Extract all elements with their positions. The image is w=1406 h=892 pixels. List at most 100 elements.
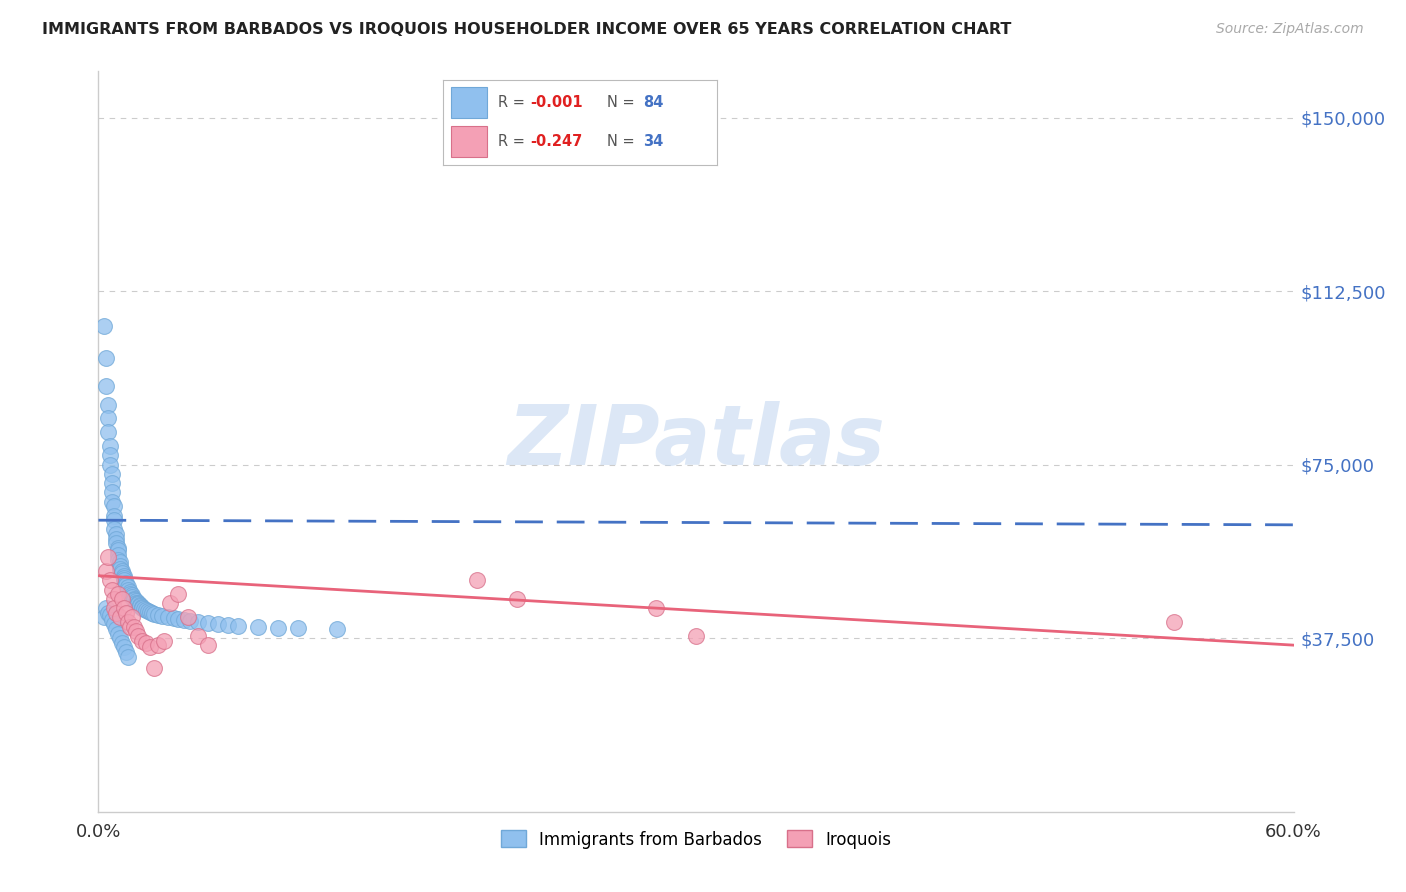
Point [107,587,129,601]
Point [167,612,190,626]
Point [97,425,120,440]
Point [207,616,229,631]
Point [187,615,209,629]
Point [98,439,122,453]
Point [124,619,146,633]
Point [645,601,668,615]
Point [111,564,134,578]
Point [97,411,120,425]
Point [124,591,146,606]
Bar [451,87,486,118]
Point [121,590,143,604]
Point [135,636,157,650]
Point [465,574,488,588]
Point [96,564,118,578]
Text: 34: 34 [643,134,664,149]
Point [103,508,125,523]
Point [98,449,122,463]
Point [226,618,249,632]
Point [115,606,138,620]
Point [150,609,173,624]
Point [110,555,132,569]
Point [131,600,153,615]
Text: N =: N = [607,134,640,149]
Point [107,543,129,558]
Point [267,621,290,635]
Point [134,602,156,616]
Point [153,633,176,648]
Point [112,568,135,582]
Point [103,513,125,527]
Point [120,619,142,633]
Point [112,571,135,585]
Point [117,615,139,629]
Text: ZIPatlas: ZIPatlas [508,401,884,482]
Point [157,610,180,624]
Point [187,629,209,643]
Point [136,604,159,618]
Point [98,574,122,588]
Point [127,629,149,643]
Point [217,617,239,632]
Bar [451,126,486,157]
Point [110,631,132,645]
Point [101,476,124,491]
Point [143,607,166,621]
Point [105,606,128,620]
Point [685,629,707,643]
Point [107,552,129,566]
Point [111,591,134,606]
Point [105,536,128,550]
Point [111,566,134,581]
Point [139,640,162,655]
Point [105,527,128,541]
Point [197,615,219,630]
Point [163,611,186,625]
Point [125,596,148,610]
Text: -0.001: -0.001 [530,95,583,110]
Point [115,578,138,592]
Point [110,559,132,574]
Point [121,588,143,602]
Point [506,591,529,606]
Point [120,587,142,601]
Point [93,318,115,333]
Point [139,605,162,619]
Text: -0.247: -0.247 [530,134,583,149]
Text: IMMIGRANTS FROM BARBADOS VS IROQUOIS HOUSEHOLDER INCOME OVER 65 YEARS CORRELATIO: IMMIGRANTS FROM BARBADOS VS IROQUOIS HOU… [42,22,1011,37]
Point [167,587,190,601]
Point [125,594,148,608]
Point [98,608,122,623]
Point [101,485,124,500]
Point [111,636,134,650]
Point [135,603,157,617]
Point [96,351,118,366]
Point [129,599,152,614]
Text: 84: 84 [643,95,664,110]
Point [131,601,153,615]
Point [105,532,128,546]
Point [110,610,132,624]
Point [103,601,125,615]
Point [101,582,124,597]
Point [159,597,181,611]
Text: N =: N = [607,95,640,110]
Point [120,585,142,599]
Point [107,626,129,640]
Point [96,601,118,615]
Point [107,541,129,555]
Point [103,500,125,514]
Point [124,592,146,607]
Point [107,548,129,562]
Point [93,610,115,624]
Point [131,633,153,648]
Point [197,638,219,652]
Point [103,523,125,537]
Point [125,624,148,639]
Point [115,645,138,659]
Point [103,617,125,632]
Point [143,661,166,675]
Point [105,622,128,636]
Point [246,619,269,633]
Point [98,458,122,472]
